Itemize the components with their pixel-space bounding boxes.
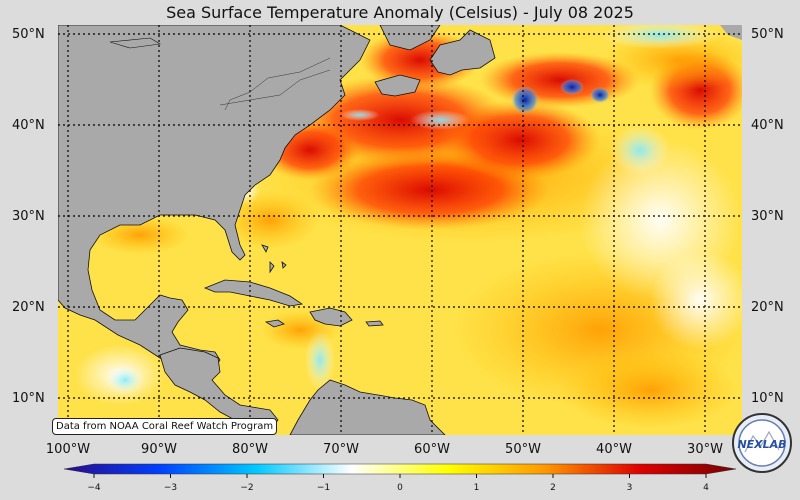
land-greenland-edge xyxy=(720,25,742,40)
data-credit-label: Data from NOAA Coral Reef Watch Program xyxy=(52,418,278,435)
nexlab-logo: NEXLAB xyxy=(732,413,792,473)
lon-label-80w: 80°W xyxy=(232,442,268,457)
lon-label-100w: 100°W xyxy=(45,442,91,457)
lat-label-left-20: 20°N xyxy=(12,300,45,315)
colorbar-tick-label: 0 xyxy=(397,483,403,493)
colorbar-tick-label: −4 xyxy=(87,483,101,493)
colorbar-tick-label: −3 xyxy=(163,483,178,493)
colorbar-tick-marks xyxy=(93,474,707,478)
lat-label-right-10: 10°N xyxy=(751,391,784,406)
lon-label-70w: 70°W xyxy=(323,442,359,457)
lat-label-left-40: 40°N xyxy=(12,118,45,133)
colorbar xyxy=(63,463,737,478)
land-bahamas xyxy=(261,244,287,274)
colorbar-tick-label: 3 xyxy=(626,483,633,493)
lon-label-90w: 90°W xyxy=(141,442,177,457)
land-central-america xyxy=(159,347,279,435)
lat-label-right-30: 30°N xyxy=(751,209,784,224)
lon-label-30w: 30°W xyxy=(687,442,723,457)
land-jamaica xyxy=(264,319,285,328)
lat-label-left-10: 10°N xyxy=(12,391,45,406)
land-cuba xyxy=(203,279,304,307)
logo-text: NEXLAB xyxy=(737,438,786,451)
lakes xyxy=(109,37,161,49)
land-nova-scotia xyxy=(374,74,421,97)
lat-label-left-50: 50°N xyxy=(12,27,45,42)
land-south-america xyxy=(289,379,446,435)
lat-label-right-50: 50°N xyxy=(751,27,784,42)
lon-label-60w: 60°W xyxy=(414,442,450,457)
land-newfoundland xyxy=(429,29,496,76)
lon-label-50w: 50°W xyxy=(505,442,541,457)
lat-label-right-40: 40°N xyxy=(751,118,784,133)
land-puerto-rico xyxy=(365,320,384,327)
graticule xyxy=(58,25,742,435)
colorbar-tick-label: 2 xyxy=(550,483,556,493)
colorbar-tick-label: 1 xyxy=(473,483,480,493)
colorbar-tick-label: 4 xyxy=(703,483,709,493)
land-labrador xyxy=(379,25,441,51)
colorbar-tick-label: −1 xyxy=(316,483,331,493)
colorbar-bar xyxy=(63,463,737,475)
colorbar-tick-label: −2 xyxy=(240,483,254,493)
lon-label-40w: 40°W xyxy=(596,442,632,457)
lat-label-right-20: 20°N xyxy=(751,300,784,315)
map-title: Sea Surface Temperature Anomaly (Celsius… xyxy=(166,3,634,22)
land-layer xyxy=(58,25,742,435)
lat-label-left-30: 30°N xyxy=(12,209,45,224)
